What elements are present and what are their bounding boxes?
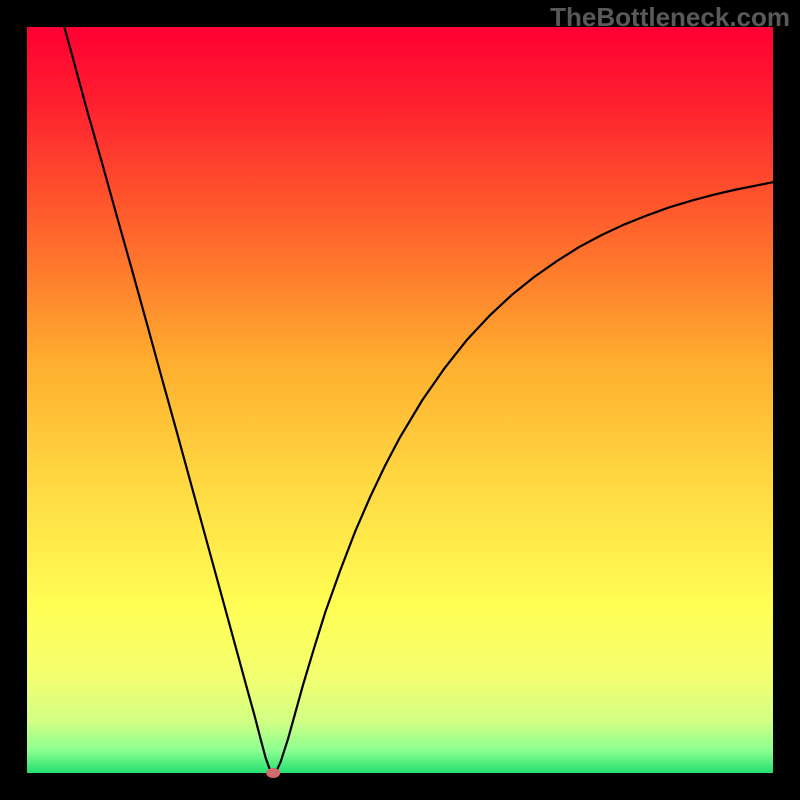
watermark-text: TheBottleneck.com	[550, 2, 790, 33]
plot-gradient-background	[27, 27, 773, 773]
bottleneck-chart	[0, 0, 800, 800]
minimum-marker	[266, 768, 280, 778]
chart-frame: TheBottleneck.com	[0, 0, 800, 800]
